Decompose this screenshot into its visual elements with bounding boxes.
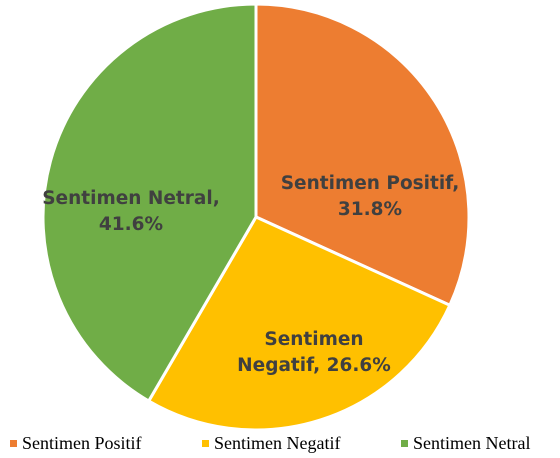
slice-label-line: Sentimen Netral,	[42, 188, 220, 209]
legend-swatch-positif	[10, 439, 17, 447]
slice-label-line: Sentimen	[264, 329, 363, 350]
slice-label-netral: Sentimen Netral, 41.6%	[42, 188, 220, 235]
legend-label-netral: Sentimen Netral	[413, 432, 531, 453]
slice-label-line: Sentimen Positif,	[281, 173, 460, 194]
chart-legend: Sentimen Positif Sentimen Negatif Sentim…	[0, 431, 560, 455]
legend-swatch-negatif	[202, 439, 209, 447]
slice-label-line: Negatif, 26.6%	[237, 355, 391, 376]
pie-slice-positif	[254, 2, 471, 307]
legend-label-negatif: Sentimen Negatif	[214, 432, 341, 453]
pie-chart: Sentimen Positif, 31.8% Sentimen Negatif, 2…	[41, 2, 471, 430]
slice-label-line: 41.6%	[99, 214, 163, 235]
slice-label-positif: Sentimen Positif, 31.8%	[281, 173, 460, 220]
slice-label-line: 31.8%	[338, 199, 402, 220]
legend-item-netral: Sentimen Netral	[401, 431, 530, 455]
slice-label-negatif: Sentimen Negatif, 26.6%	[237, 329, 391, 376]
legend-item-negatif: Sentimen Negatif	[202, 431, 340, 455]
pie-slices	[41, 2, 471, 430]
pie-slice-negatif	[147, 215, 452, 430]
legend-swatch-netral	[401, 439, 408, 447]
pie-slice-labels: Sentimen Positif, 31.8% Sentimen Negatif, 2…	[42, 173, 459, 376]
legend-item-positif: Sentimen Positif	[10, 431, 142, 455]
legend-label-positif: Sentimen Positif	[22, 432, 142, 453]
pie-slice-netral	[41, 2, 258, 403]
